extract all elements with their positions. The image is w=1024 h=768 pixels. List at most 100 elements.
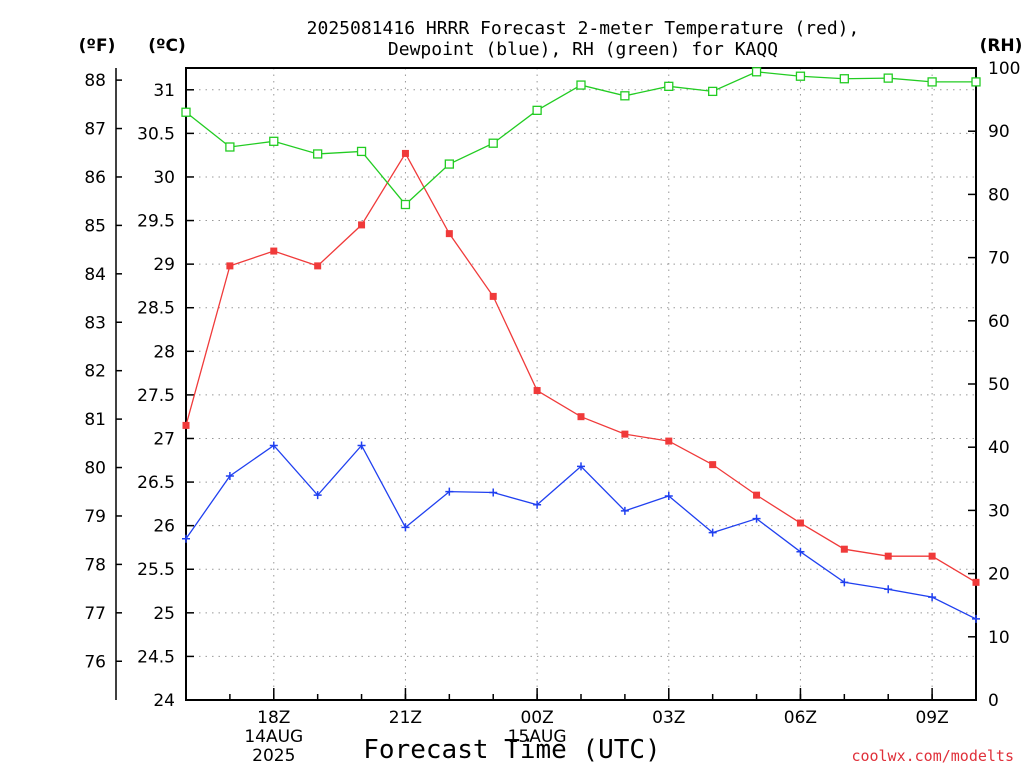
celsius-tick-label: 27.5 [137,386,175,406]
chart-gridlines [186,68,976,700]
x-tick-date-label: 14AUG [244,727,303,747]
celsius-tick-label: 26 [153,517,175,537]
fahrenheit-tick-label: 81 [84,410,106,430]
rh-point [532,105,542,115]
series-dewpoint [182,441,980,623]
celsius-tick-label: 27 [153,429,175,449]
rh-point [795,71,806,81]
celsius-tick-label: 28.5 [137,299,175,319]
celsius-tick-label: 24.5 [137,647,175,667]
x-tick-label: 21Z [389,708,422,728]
rh-point [488,138,498,148]
rh-tick-label: 10 [988,628,1010,648]
celsius-tick-label: 25.5 [137,560,175,580]
temperature-point [840,545,848,553]
temperature-point [445,230,453,238]
rh-point [620,91,630,101]
rh-tick-label: 40 [988,438,1010,458]
fahrenheit-tick-label: 87 [84,120,106,140]
fahrenheit-tick-label: 78 [84,555,106,575]
dewpoint-point [928,593,937,602]
dewpoint-point [972,614,980,623]
rh-tick-label: 80 [988,185,1010,205]
celsius-tick-label: 30 [153,168,175,188]
dewpoint-point [708,528,717,537]
temperature-point [972,578,980,586]
celsius-tick-label: 28 [153,342,175,362]
celsius-tick-label: 24 [153,691,175,711]
dewpoint-point [269,441,278,450]
rh-point [576,80,586,90]
rh-tick-label: 50 [988,375,1010,395]
temperature-point [182,421,190,429]
rh-point [269,136,279,146]
unit-label-celsius: (ºC) [148,36,186,56]
dewpoint-point [401,523,410,532]
temperature-point [796,519,804,527]
rh-point [883,73,893,83]
temperature-point [577,413,585,421]
rh-point [708,86,718,97]
rh-point [664,81,674,91]
fahrenheit-tick-label: 82 [84,362,106,382]
chart-series [181,67,981,623]
dewpoint-point [796,547,805,556]
celsius-tick-label: 26.5 [137,473,175,493]
rh-point [751,67,762,77]
chart-title-line1: 2025081416 HRRR Forecast 2-meter Tempera… [307,18,860,39]
dewpoint-point [664,492,673,501]
series-line-rh [185,71,976,206]
rh-tick-label: 60 [988,312,1010,332]
dewpoint-point [489,488,498,497]
celsius-tick-label: 29 [153,255,175,275]
temperature-point [928,552,936,560]
dewpoint-point [620,506,629,515]
fahrenheit-tick-label: 80 [84,459,106,479]
dewpoint-point [445,487,454,496]
unit-label-fahrenheit: (ºF) [79,36,116,56]
x-tick-date-label: 2025 [252,746,295,766]
dewpoint-point [884,585,893,594]
unit-label-rh: (RH) [980,36,1023,56]
fahrenheit-tick-label: 83 [84,313,106,333]
dewpoint-point [752,514,761,523]
temperature-point [314,262,322,270]
temperature-point [401,149,409,157]
dewpoint-point [533,500,542,509]
rh-tick-label: 30 [988,501,1010,521]
dewpoint-point [225,471,234,480]
fahrenheit-tick-label: 85 [84,216,106,236]
temperature-point [621,430,629,438]
series-temperature [182,149,980,586]
fahrenheit-tick-label: 77 [84,604,106,624]
x-axis-label: Forecast Time (UTC) [363,735,660,765]
rh-point [356,146,367,157]
temperature-point [884,552,892,560]
fahrenheit-tick-label: 88 [84,71,106,91]
dewpoint-point [840,578,849,587]
temperature-point [270,247,278,255]
fahrenheit-tick-label: 79 [84,507,106,527]
temperature-point [358,221,366,229]
plot-frame [185,67,977,701]
series-line-dewpoint [185,444,977,620]
rh-point [444,159,454,169]
dewpoint-point [357,441,366,450]
temperature-point [226,262,234,270]
rh-tick-label: 90 [988,122,1010,142]
temperature-point [533,387,541,395]
dewpoint-point [182,534,190,543]
rh-tick-label: 100 [988,59,1020,79]
x-tick-date-label: 15AUG [508,727,567,747]
x-tick-label: 18Z [257,708,290,728]
rh-point [400,199,411,210]
celsius-tick-label: 31 [153,81,175,101]
rh-tick-label: 0 [988,691,999,711]
rh-point [839,74,849,84]
rh-point [313,149,323,159]
temperature-point [665,437,673,445]
celsius-tick-label: 29.5 [137,212,175,232]
celsius-tick-label: 30.5 [137,124,175,144]
temperature-point [489,292,497,300]
